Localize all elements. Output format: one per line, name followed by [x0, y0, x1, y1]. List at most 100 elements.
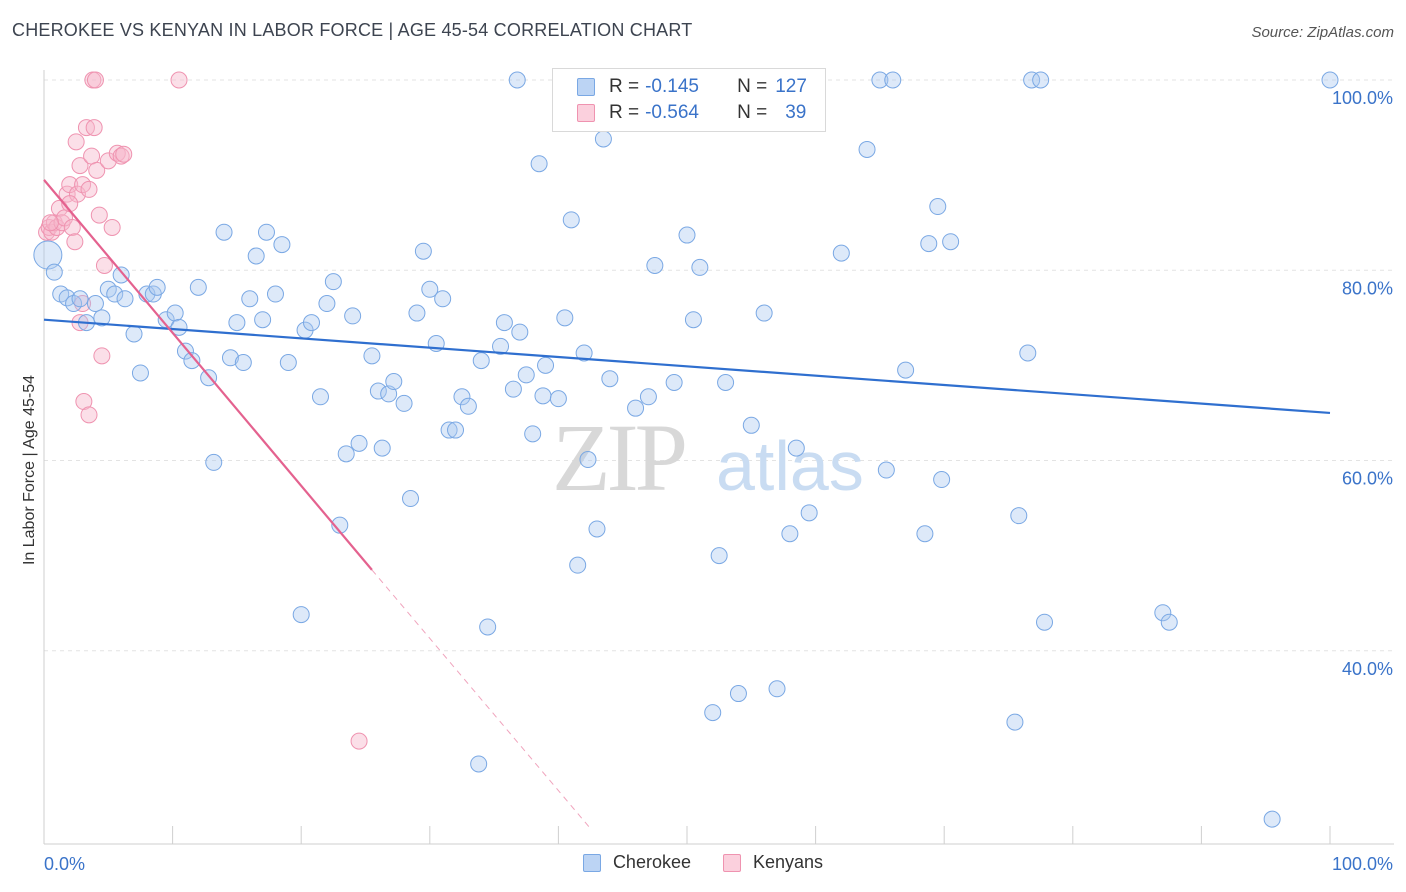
- legend-label-kenyans: Kenyans: [752, 852, 824, 872]
- x-tick-label: 100.0%: [1332, 854, 1393, 874]
- kenyans-swatch: [577, 104, 595, 122]
- cherokee-point: [344, 307, 362, 325]
- cherokee-point: [215, 223, 233, 241]
- cherokee-point: [781, 525, 799, 543]
- kenyans-point: [115, 145, 133, 163]
- cherokee-point: [1321, 71, 1339, 89]
- cherokee-point: [247, 247, 265, 265]
- cherokee-point: [1010, 507, 1028, 525]
- cherokee-point: [858, 140, 876, 158]
- legend-label-cherokee: Cherokee: [612, 852, 691, 872]
- cherokee-point: [517, 366, 535, 384]
- n-label: N =: [737, 76, 768, 97]
- cherokee-point: [588, 520, 606, 538]
- cherokee-point: [549, 390, 567, 408]
- cherokee-point: [131, 364, 149, 382]
- legend-row-cherokee: R = -0.145 N = 127: [577, 75, 825, 99]
- cherokee-point: [897, 361, 915, 379]
- cherokee-point: [337, 445, 355, 463]
- trend-lines: [43, 179, 1331, 829]
- cherokee-point: [1006, 713, 1024, 731]
- cherokee-point: [205, 453, 223, 471]
- cherokee-point: [877, 461, 895, 479]
- legend-item-cherokee[interactable]: Cherokee: [582, 852, 691, 873]
- kenyans-point: [88, 161, 106, 179]
- cherokee-point: [684, 311, 702, 329]
- cherokee-point: [176, 342, 194, 360]
- cherokee-point: [755, 304, 773, 322]
- cherokee-point: [933, 471, 951, 489]
- kenyans-point: [90, 206, 108, 224]
- cherokee-point: [704, 704, 722, 722]
- legend-item-kenyans[interactable]: Kenyans: [722, 852, 824, 873]
- y-tick-label: 60.0%: [1342, 469, 1393, 489]
- cherokee-point: [884, 71, 902, 89]
- cherokee-point: [524, 425, 542, 443]
- y-tick-label: 40.0%: [1342, 659, 1393, 679]
- cherokee-point: [279, 354, 297, 372]
- kenyans-point: [112, 147, 130, 165]
- kenyans-point: [83, 147, 101, 165]
- cherokee-point: [665, 373, 683, 391]
- cherokee-point: [189, 278, 207, 296]
- cherokee-point: [729, 685, 747, 703]
- cherokee-point: [556, 309, 574, 327]
- cherokee-point: [511, 323, 529, 341]
- cherokee-point: [537, 356, 555, 374]
- cherokee-point: [385, 373, 403, 391]
- cherokee-point: [691, 258, 709, 276]
- legend-row-kenyans: R = -0.564 N = 39: [577, 101, 824, 125]
- kenyans-points: [38, 71, 368, 750]
- cherokee-point: [408, 304, 426, 322]
- cherokee-point: [504, 380, 522, 398]
- cherokee-point: [768, 680, 786, 698]
- r-value: -0.145: [645, 76, 699, 97]
- r-label: R =: [609, 102, 640, 123]
- cherokee-point: [234, 354, 252, 372]
- cherokee-point: [33, 240, 63, 270]
- axes: [43, 70, 1394, 845]
- kenyans-point: [86, 71, 104, 89]
- cherokee-point: [710, 547, 728, 565]
- x-tick-label: 0.0%: [44, 854, 85, 874]
- kenyans-point: [66, 233, 84, 251]
- y-tick-label: 100.0%: [1332, 88, 1393, 108]
- cherokee-point: [1023, 71, 1041, 89]
- cherokee-point: [569, 556, 587, 574]
- kenyans-point: [71, 157, 89, 175]
- watermark-zip: ZIP: [552, 404, 685, 511]
- kenyans-point: [80, 180, 98, 198]
- cherokee-point: [440, 421, 458, 439]
- kenyans-point: [103, 218, 121, 236]
- cherokee-point: [1263, 810, 1281, 828]
- cherokee-point: [800, 504, 818, 522]
- cherokee-point: [421, 280, 439, 298]
- cherokee-point: [71, 290, 89, 308]
- correlation-legend: R = -0.145 N = 127 R = -0.564 N = 39: [552, 68, 826, 132]
- watermark-atlas: atlas: [716, 427, 864, 505]
- kenyans-point: [350, 732, 368, 750]
- cherokee-point: [492, 337, 510, 355]
- cherokee-point: [414, 242, 432, 260]
- cherokee-point: [324, 273, 342, 291]
- cherokee-point: [116, 290, 134, 308]
- cherokee-point: [1019, 344, 1037, 362]
- cherokee-point: [373, 439, 391, 457]
- cherokee-point: [575, 344, 593, 362]
- cherokee-point: [166, 304, 184, 322]
- cherokee-point: [266, 285, 284, 303]
- chart-title: CHEROKEE VS KENYAN IN LABOR FORCE | AGE …: [12, 20, 693, 40]
- cherokee-point: [125, 325, 143, 343]
- cherokee-point: [920, 235, 938, 253]
- cherokee-point: [241, 290, 259, 308]
- cherokee-point: [183, 352, 201, 370]
- cherokee-point: [170, 318, 188, 336]
- cherokee-point: [86, 295, 104, 313]
- watermark: ZIP atlas: [552, 404, 864, 511]
- cherokee-point: [594, 130, 612, 148]
- cherokee-point: [508, 71, 526, 89]
- cherokee-point: [472, 352, 490, 370]
- n-value: 127: [775, 76, 807, 97]
- series-legend: Cherokee Kenyans: [0, 852, 1406, 873]
